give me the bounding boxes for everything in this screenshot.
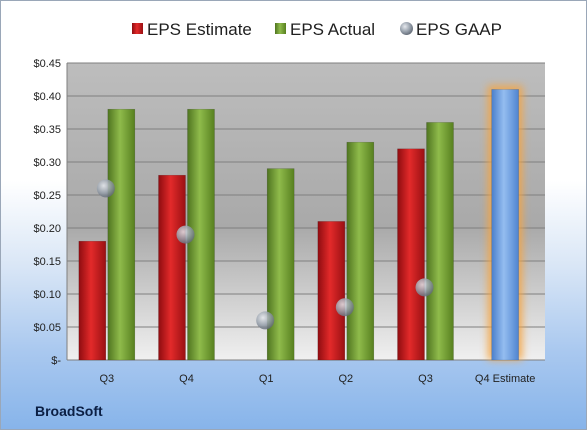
legend-label-eps-actual: EPS Actual [290, 20, 375, 39]
y-tick-label: $0.10 [33, 289, 61, 301]
y-tick-label: $0.15 [33, 256, 61, 268]
x-tick-label: Q4 Estimate [475, 373, 536, 385]
x-tick-label: Q3 [418, 373, 433, 385]
marker-eps-gaap [96, 179, 115, 198]
x-tick-label: Q2 [338, 373, 353, 385]
y-tick-label: $0.30 [33, 157, 61, 169]
y-tick-label: $0.40 [33, 91, 61, 103]
y-tick-label: $0.35 [33, 124, 61, 136]
bar-eps-estimate [317, 221, 346, 361]
bar-eps-estimate [78, 240, 107, 361]
legend-label-eps-estimate: EPS Estimate [147, 20, 252, 39]
bar-eps-estimate [397, 148, 425, 361]
x-tick-label: Q4 [179, 373, 194, 385]
marker-eps-gaap [176, 225, 195, 244]
plot-area [67, 63, 545, 360]
bar-eps-actual [107, 108, 136, 361]
legend-label-eps-gaap: EPS GAAP [416, 20, 502, 39]
bar-eps-actual [346, 141, 375, 361]
legend-swatch-eps-actual [275, 23, 286, 34]
bar-eps-actual [426, 122, 454, 361]
y-tick-label: $- [51, 355, 61, 367]
x-tick-label: Q3 [99, 373, 114, 385]
y-tick-label: $0.05 [33, 322, 61, 334]
marker-eps-gaap [415, 278, 434, 297]
marker-eps-gaap [335, 298, 354, 317]
y-tick-label: $0.45 [33, 58, 61, 70]
legend-swatch-eps-estimate [132, 23, 143, 34]
company-name: BroadSoft [35, 403, 103, 419]
marker-eps-gaap [256, 311, 275, 330]
bar-eps-estimate [158, 174, 186, 361]
legend-swatch-eps-gaap [400, 22, 413, 35]
bar-eps-actual [266, 168, 295, 361]
bar-q4-estimate [491, 89, 519, 361]
y-tick-label: $0.25 [33, 190, 61, 202]
x-tick-label: Q1 [259, 373, 274, 385]
y-tick-label: $0.20 [33, 223, 61, 235]
